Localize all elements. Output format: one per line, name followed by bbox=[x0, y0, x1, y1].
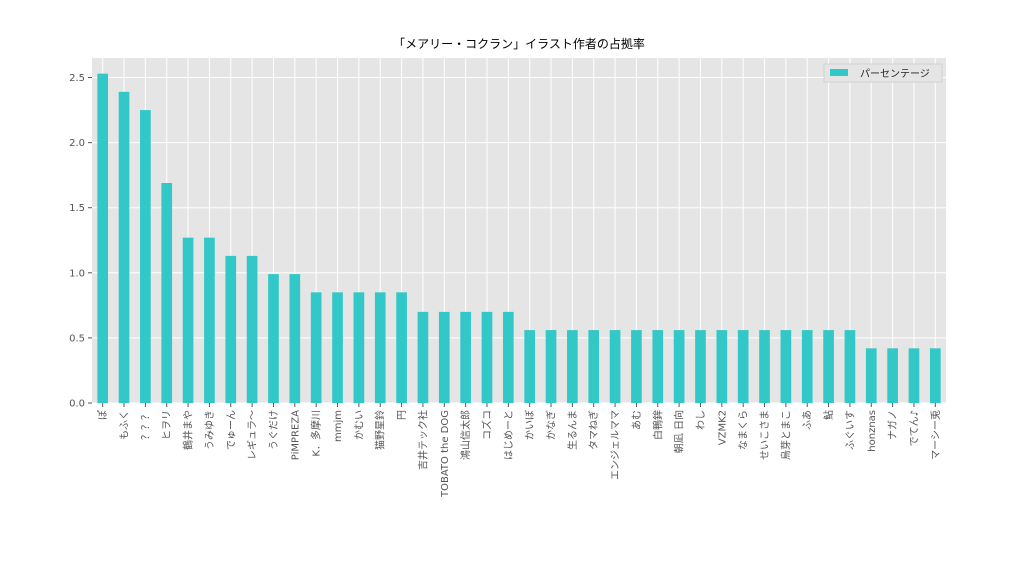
bar bbox=[801, 330, 813, 403]
x-tick-label: うみゆき bbox=[204, 410, 216, 450]
bar bbox=[588, 330, 600, 403]
bar bbox=[780, 330, 792, 403]
bar bbox=[502, 311, 514, 403]
bar bbox=[182, 237, 194, 403]
bar bbox=[545, 330, 557, 403]
x-tick-label: うぐだけ bbox=[268, 410, 280, 450]
x-tick-label: PiMPREZA bbox=[290, 410, 301, 460]
x-axis: ぽもふく ？？？ ヒヲリ 鶴井まや うみゆき でゅーん レギュラ～ うぐだけ PiMPREZA K… bbox=[97, 403, 942, 498]
bar bbox=[759, 330, 770, 403]
x-tick-label: 円 bbox=[397, 410, 408, 420]
x-tick-label: 生るんま bbox=[566, 410, 579, 450]
x-tick-label: ナガノ bbox=[887, 410, 899, 440]
x-tick-label: ふあ bbox=[802, 410, 814, 430]
x-tick-label: VZMK2 bbox=[717, 410, 728, 445]
x-tick-label: 烏芽とまこ bbox=[779, 410, 792, 460]
bar bbox=[374, 292, 386, 403]
bar bbox=[823, 330, 834, 403]
bar bbox=[246, 255, 258, 403]
x-tick-label: honznas bbox=[867, 410, 878, 452]
bar bbox=[118, 91, 130, 403]
y-axis: 0.0 0.5 1.0 1.5 2.0 2.5 bbox=[69, 73, 92, 410]
x-tick-label: 鴻山信太郎 bbox=[459, 410, 472, 460]
y-tick-label: 2.5 bbox=[69, 73, 85, 84]
bar bbox=[631, 330, 642, 403]
x-tick-label: 朝凪 日向 bbox=[673, 410, 686, 453]
bar bbox=[310, 292, 322, 403]
bar bbox=[161, 182, 173, 403]
x-tick-label: ヒヲリ bbox=[161, 410, 173, 440]
y-tick-label: 0.0 bbox=[69, 399, 85, 410]
y-tick-label: 2.0 bbox=[69, 138, 85, 149]
bar bbox=[225, 255, 237, 403]
y-tick-label: 0.5 bbox=[69, 333, 85, 344]
bar bbox=[887, 348, 898, 403]
bar bbox=[438, 311, 450, 403]
bar bbox=[396, 292, 407, 403]
legend-label: パーセンテージ bbox=[860, 68, 930, 80]
bar bbox=[524, 330, 536, 403]
x-tick-label: せいこさま bbox=[759, 410, 771, 460]
x-tick-label: エンジェルママ bbox=[611, 410, 622, 480]
bar bbox=[865, 348, 877, 403]
x-tick-label: あむ bbox=[631, 410, 643, 430]
bar bbox=[353, 292, 365, 403]
y-tick-label: 1.0 bbox=[69, 268, 85, 279]
bar bbox=[695, 330, 706, 403]
x-tick-label: タマねぎ bbox=[587, 410, 600, 450]
x-tick-label: 鮎 bbox=[822, 410, 835, 420]
x-tick-label: レギュラ～ bbox=[247, 410, 259, 460]
legend-box bbox=[823, 63, 943, 83]
bar bbox=[673, 330, 685, 403]
x-tick-label: 白鴨鉾 bbox=[651, 410, 664, 440]
x-tick-label: でゅーん bbox=[225, 410, 237, 450]
x-tick-label: なまくら bbox=[738, 410, 750, 450]
x-tick-label: mmjm bbox=[333, 410, 344, 442]
bar bbox=[908, 348, 920, 403]
bar bbox=[417, 311, 429, 403]
x-tick-label: かいぼ bbox=[524, 410, 536, 440]
bar bbox=[652, 330, 664, 403]
x-tick-label: 吉井テック社 bbox=[416, 410, 429, 470]
x-tick-label: はじめーと bbox=[503, 410, 515, 460]
bar bbox=[289, 274, 301, 403]
chart-title: 「メアリー・コクラン」イラスト作者の占拠率 bbox=[393, 36, 645, 51]
x-tick-label: 猫野星鈴 bbox=[374, 410, 387, 450]
bar bbox=[844, 330, 856, 403]
bar bbox=[929, 348, 941, 403]
x-tick-label: コズコ bbox=[480, 410, 493, 440]
x-tick-label: ぽ bbox=[97, 410, 109, 420]
x-tick-label: TOBATO the DOG bbox=[440, 410, 451, 498]
legend-swatch bbox=[830, 69, 848, 76]
plot-background bbox=[92, 58, 946, 403]
x-tick-label: マーシー兎 bbox=[930, 410, 942, 460]
bar bbox=[481, 311, 493, 403]
x-tick-label: かむい bbox=[353, 410, 365, 440]
x-tick-label: 鶴井まや bbox=[182, 410, 195, 450]
bar bbox=[332, 292, 343, 403]
bar bbox=[268, 274, 279, 403]
x-tick-label: ふぐいす bbox=[844, 410, 856, 450]
x-tick-label: でてん♪ bbox=[908, 410, 920, 446]
x-tick-label: K．多摩川 bbox=[310, 410, 323, 457]
bar bbox=[204, 237, 215, 403]
bar bbox=[140, 110, 151, 403]
x-tick-label: かなぎ bbox=[545, 410, 558, 440]
bar bbox=[97, 73, 109, 403]
bar bbox=[460, 311, 471, 403]
x-tick-label: わし bbox=[695, 410, 707, 430]
bar bbox=[716, 330, 728, 403]
bar bbox=[609, 330, 621, 403]
legend: パーセンテージ bbox=[823, 63, 943, 83]
x-tick-label: ？？？ bbox=[141, 410, 152, 440]
bars bbox=[97, 73, 941, 403]
y-tick-label: 1.5 bbox=[69, 203, 85, 214]
bar bbox=[567, 330, 578, 403]
x-tick-label: もふく bbox=[119, 410, 131, 440]
bar bbox=[737, 330, 749, 403]
